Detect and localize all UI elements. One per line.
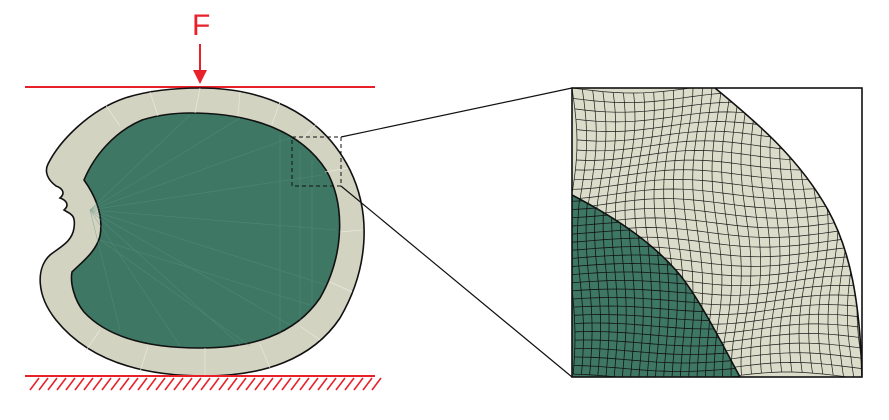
base-hatch-line [254, 377, 265, 391]
fixed-base [25, 375, 382, 391]
zoom-connector-bottom [340, 185, 573, 378]
mesh-line-core [574, 339, 740, 347]
base-hatch-line [38, 377, 49, 391]
base-hatch-line [128, 377, 139, 391]
base-hatch-line [182, 377, 193, 391]
base-hatch-line [290, 377, 301, 391]
mesh-core-region [572, 195, 740, 377]
base-hatch-line [218, 377, 229, 391]
force-arrow [193, 44, 207, 84]
base-hatch-line [119, 377, 130, 391]
base-hatch-line [236, 377, 247, 391]
mesh-line-core [573, 365, 740, 372]
outer-radial-mesh [84, 87, 363, 376]
force-label: F [192, 9, 210, 42]
base-hatch-line [164, 377, 175, 391]
base-hatch-line [29, 377, 40, 391]
base-hatch-line [326, 377, 337, 391]
base-hatch-line [317, 377, 328, 391]
base-hatch-line [92, 377, 103, 391]
base-hatch-line [110, 377, 121, 391]
mesh-line-core [574, 348, 740, 355]
base-hatch-line [335, 377, 346, 391]
base-hatch-line [137, 377, 148, 391]
mesh-detail-frame [571, 87, 863, 378]
zoom-connector-top [340, 87, 573, 138]
base-hatch-line [47, 377, 58, 391]
base-hatch-line [56, 377, 67, 391]
base-hatch-line [308, 377, 319, 391]
base-hatch-line [362, 377, 373, 391]
base-hatch-line [173, 377, 184, 391]
mesh-line-core [574, 356, 740, 364]
zoom-region-box [291, 136, 342, 187]
base-hatch-line [281, 377, 292, 391]
base-hatch-line [263, 377, 274, 391]
base-hatch-line [299, 377, 310, 391]
base-hatch-line [65, 377, 76, 391]
inner-core [70, 112, 341, 349]
mesh-line-core [572, 195, 576, 375]
base-hatch-line [101, 377, 112, 391]
base-hatch-line [353, 377, 364, 391]
base-hatch-line [146, 377, 157, 391]
mesh-line-core [574, 331, 740, 338]
base-hatch-line [371, 377, 382, 391]
base-hatch-line [344, 377, 355, 391]
base-hatch-line [191, 377, 202, 391]
base-hatch-line [74, 377, 85, 391]
core-fan-mesh [89, 114, 337, 347]
specimen [39, 87, 365, 377]
mesh-interface-line [572, 194, 741, 377]
base-hatch-line [245, 377, 256, 391]
base-hatch-line [209, 377, 220, 391]
base-hatch-line [227, 377, 238, 391]
base-hatch-line [272, 377, 283, 391]
mesh-detail [571, 87, 863, 378]
mesh-line-outer [574, 371, 862, 377]
base-hatch-line [155, 377, 166, 391]
mesh-free-boundary [714, 88, 862, 377]
base-hatch-line [200, 377, 211, 391]
base-hatch-line [83, 377, 94, 391]
